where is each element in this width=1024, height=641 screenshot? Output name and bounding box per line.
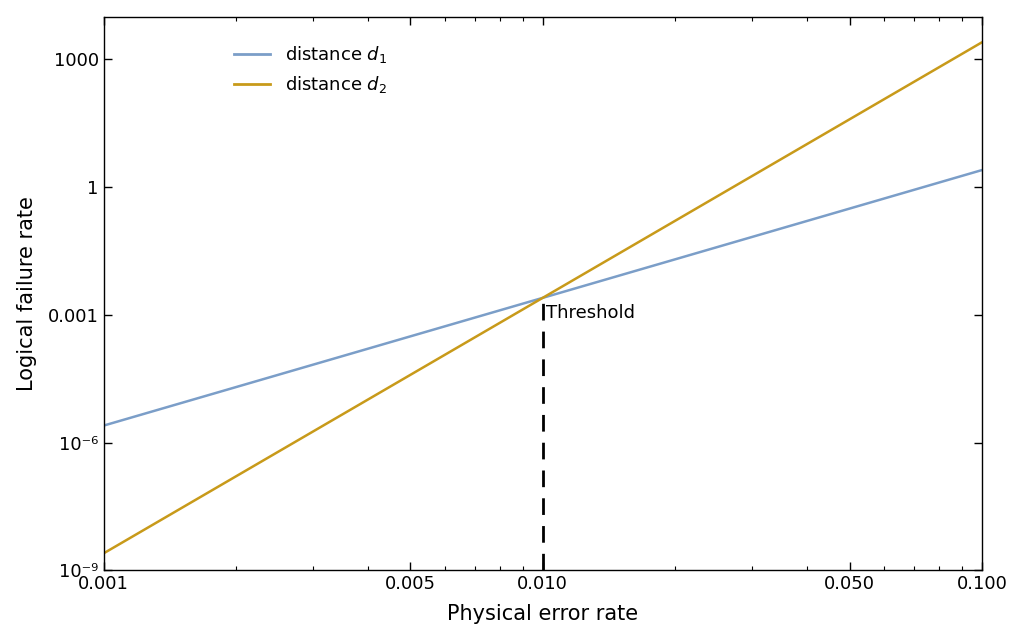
Text: Threshold: Threshold bbox=[547, 304, 636, 322]
Legend: distance $d_1$, distance $d_2$: distance $d_1$, distance $d_2$ bbox=[226, 37, 394, 103]
Y-axis label: Logical failure rate: Logical failure rate bbox=[16, 196, 37, 391]
X-axis label: Physical error rate: Physical error rate bbox=[447, 604, 638, 624]
